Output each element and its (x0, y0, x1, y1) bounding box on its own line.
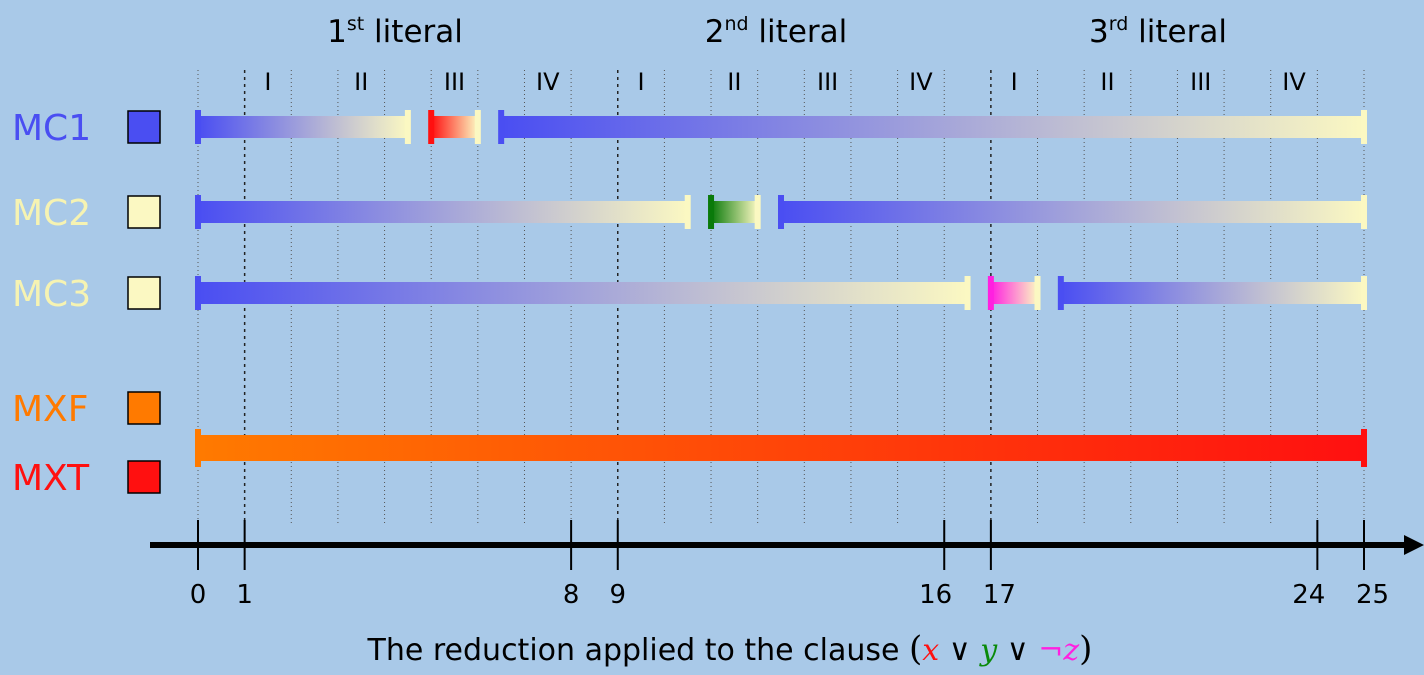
literal-header-1: 1st literal (327, 13, 463, 50)
literal-x: x (922, 633, 939, 668)
segment-mxf (195, 429, 1367, 467)
axis-tick-label: 0 (190, 580, 207, 610)
segment-end-cap (1361, 195, 1367, 229)
axis-ticks: 0 1 8 9 16 17 24 25 (190, 520, 1389, 610)
swatch-mxt (127, 460, 161, 494)
row-label-mc2: MC2 (12, 193, 91, 234)
segment-end-cap (1361, 110, 1367, 144)
literal-y: y (978, 633, 998, 668)
segment-end-cap (1361, 429, 1367, 467)
segment-start-cap (195, 276, 201, 310)
x-axis: 0 1 8 9 16 17 24 25 (150, 520, 1424, 610)
axis-tick-label: 17 (983, 580, 1016, 610)
segment-start-cap (195, 195, 201, 229)
literal-header-3: 3rd literal (1089, 13, 1227, 50)
segment-end-cap (1034, 276, 1041, 310)
phase-label: II (727, 68, 741, 96)
segment-mc2 (195, 195, 691, 229)
row-labels: MC1 MC2 MC3 MXF MXT (12, 108, 161, 499)
segment-mc3 (195, 276, 971, 310)
axis-tick-label: 8 (563, 580, 580, 610)
swatch-mc1 (127, 110, 161, 144)
segment-mc1 (195, 110, 411, 144)
swatch-mxf (127, 391, 161, 425)
phase-label: II (354, 68, 368, 96)
segment-end-cap (684, 195, 691, 229)
segment-mc1 (498, 110, 1367, 144)
segment-mc2 (708, 195, 761, 229)
phase-label: IV (536, 68, 560, 96)
phase-label: IV (909, 68, 933, 96)
phase-label: III (1190, 68, 1211, 96)
axis-tick-label: 24 (1292, 580, 1325, 610)
phase-label: III (817, 68, 838, 96)
segment-mc3 (987, 276, 1041, 310)
caption: The reduction applied to the clause (x ∨… (367, 629, 1093, 669)
phase-label: I (264, 68, 271, 96)
swatch-mc2 (127, 195, 161, 229)
row-label-mc3: MC3 (12, 274, 91, 315)
phase-label: III (444, 68, 465, 96)
segment-end-cap (754, 195, 761, 229)
phase-label: I (1011, 68, 1018, 96)
segment-end-cap (404, 110, 411, 144)
axis-arrowhead (1404, 535, 1424, 555)
literal-header-2: 2nd literal (705, 13, 848, 50)
segment-end-cap (1361, 276, 1367, 310)
phase-label: IV (1282, 68, 1306, 96)
phase-labels: I II III IV I II III IV I II III IV (264, 68, 1306, 96)
phase-label: II (1100, 68, 1114, 96)
segment-start-cap (708, 195, 715, 229)
segment-start-cap (778, 195, 784, 229)
segment-start-cap (498, 110, 505, 144)
segment-start-cap (195, 429, 201, 467)
swatch-mc3 (127, 276, 161, 310)
row-label-mxt: MXT (12, 458, 90, 499)
segment-start-cap (987, 276, 994, 310)
literal-not-z: ¬z (1038, 633, 1079, 668)
caption-text: The reduction applied to the clause (367, 633, 909, 668)
axis-tick-label: 25 (1356, 580, 1389, 610)
row-label-mxf: MXF (12, 389, 88, 430)
segment-mc2 (778, 195, 1367, 229)
literal-headers: 1st literal 2nd literal 3rd literal (327, 13, 1227, 50)
segment-start-cap (1057, 276, 1064, 310)
row-label-mc1: MC1 (12, 108, 91, 149)
segment-mc3 (1057, 276, 1367, 310)
timeline-segments (195, 110, 1367, 467)
axis-tick-label: 16 (919, 580, 952, 610)
segment-end-cap (964, 276, 971, 310)
phase-label: I (638, 68, 645, 96)
segment-start-cap (195, 110, 201, 144)
segment-start-cap (428, 110, 435, 144)
segment-mc1 (428, 110, 481, 144)
axis-tick-label: 1 (236, 580, 253, 610)
axis-tick-label: 9 (609, 580, 626, 610)
segment-end-cap (474, 110, 481, 144)
